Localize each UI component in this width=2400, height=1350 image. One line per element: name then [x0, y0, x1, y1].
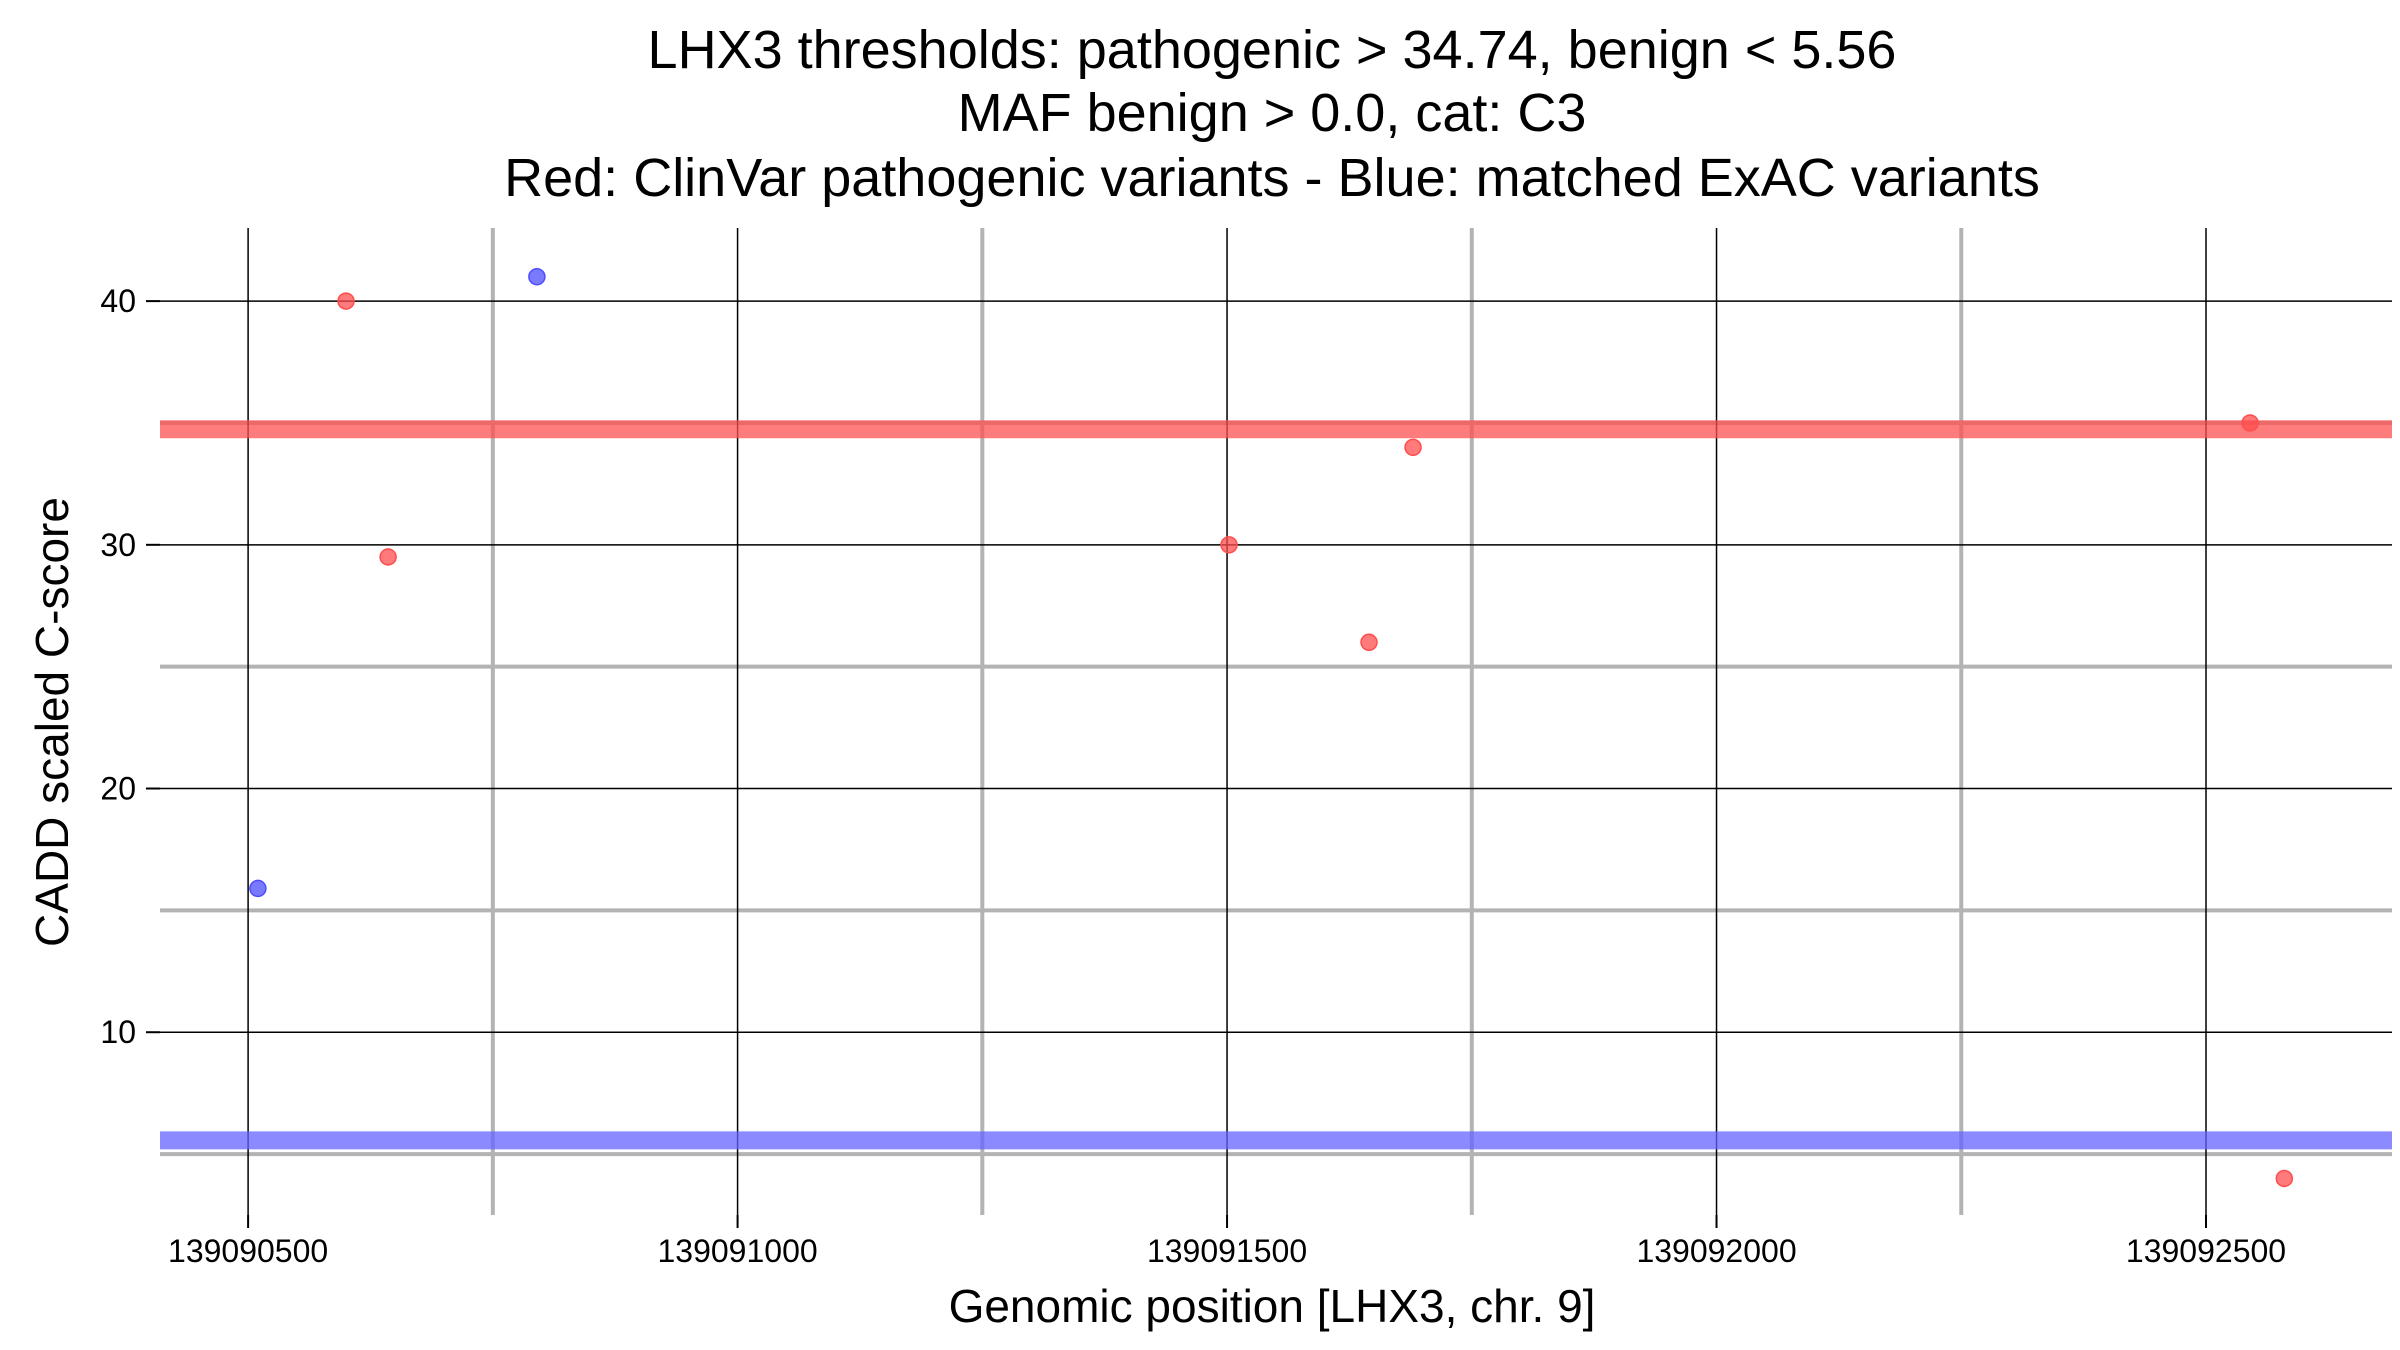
- x-tick-label: 139090500: [168, 1233, 328, 1269]
- y-axis: 10 20 30 40: [100, 283, 160, 1050]
- data-points: [249, 267, 2294, 1188]
- data-point: [1220, 536, 1238, 554]
- data-point: [2241, 414, 2259, 432]
- data-point: [249, 879, 267, 898]
- data-point: [1404, 438, 1422, 457]
- chart-title-line-3: Red: ClinVar pathogenic variants - Blue:…: [504, 148, 2040, 208]
- y-tick-label: 40: [100, 283, 136, 319]
- data-point: [528, 267, 546, 286]
- x-tick-label: 139092500: [2126, 1233, 2286, 1269]
- x-tick-label: 139092000: [1636, 1233, 1796, 1269]
- y-tick-label: 30: [100, 527, 136, 563]
- y-tick-label: 20: [100, 771, 136, 807]
- chart-title: LHX3 thresholds: pathogenic > 34.74, ben…: [504, 20, 2040, 208]
- minor-gridlines: [160, 228, 2392, 1215]
- data-point: [379, 548, 397, 566]
- x-axis-title: Genomic position [LHX3, chr. 9]: [949, 1280, 1596, 1332]
- threshold-lines: [160, 420, 2392, 1150]
- x-tick-label: 139091000: [657, 1233, 817, 1269]
- data-point: [337, 292, 355, 310]
- y-axis-title: CADD scaled C-score: [26, 497, 78, 947]
- chart-title-line-2: MAF benign > 0.0, cat: C3: [958, 83, 1587, 143]
- y-tick-label: 10: [100, 1014, 136, 1050]
- major-gridlines: [160, 228, 2392, 1215]
- data-point: [2275, 1169, 2294, 1188]
- x-tick-label: 139091500: [1147, 1233, 1307, 1269]
- data-point: [1360, 633, 1378, 652]
- chart-title-line-1: LHX3 thresholds: pathogenic > 34.74, ben…: [648, 20, 1897, 80]
- x-axis: 139090500 139091000 139091500 139092000 1390…: [168, 1215, 2286, 1269]
